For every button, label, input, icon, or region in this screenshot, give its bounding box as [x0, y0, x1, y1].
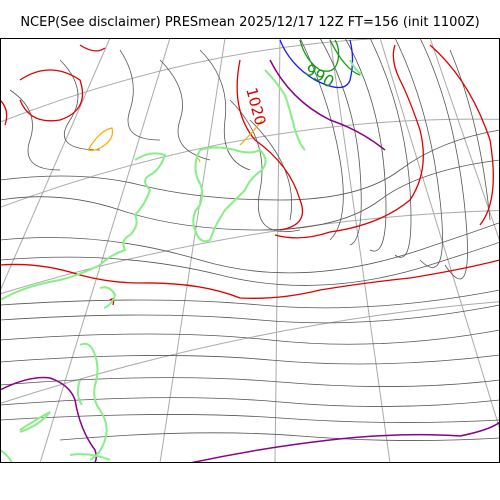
map-title: NCEP(See disclaimer) PRESmean 2025/12/17… — [20, 15, 480, 30]
contour-1020 — [0, 44, 500, 306]
contour-990 — [299, 39, 361, 76]
contour-1000 — [279, 39, 354, 89]
coastlines — [0, 59, 363, 463]
contour-label-high: 1020 — [242, 86, 269, 128]
longitude-lines — [0, 38, 500, 463]
contour-1030 — [0, 59, 500, 463]
latitude-lines — [0, 38, 500, 404]
